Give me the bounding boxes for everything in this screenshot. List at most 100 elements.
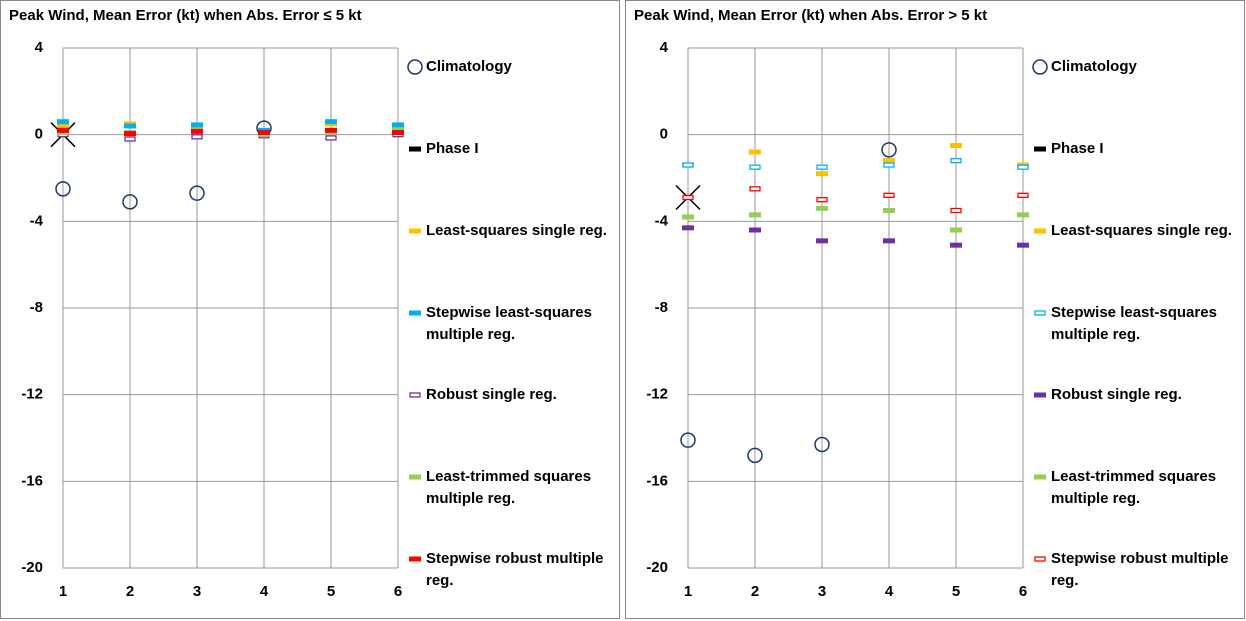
marker-dash bbox=[1034, 556, 1046, 562]
chart: 4 0 -4 -8 -12 -16 -20 1 2 3 4 5 6 bbox=[21, 39, 423, 600]
legend-label: Climatology bbox=[1051, 58, 1137, 75]
marker-dash bbox=[816, 171, 828, 177]
marker-dash bbox=[749, 149, 761, 155]
marker-dash bbox=[409, 556, 421, 562]
chart-panel: 4 0 -4 -8 -12 -16 -20 1 2 3 4 5 6 Peak Wind, Mean Err… bbox=[625, 0, 1245, 619]
marker-dash bbox=[950, 227, 962, 233]
marker-dash bbox=[392, 122, 404, 128]
marker-circle bbox=[407, 59, 423, 75]
marker-dash bbox=[1034, 310, 1046, 316]
legend-label: Least-squares single reg. bbox=[426, 222, 607, 239]
marker-dash bbox=[1034, 228, 1046, 234]
legend-label: Phase I bbox=[426, 140, 479, 157]
y-tick-label: -4 bbox=[655, 212, 669, 229]
x-tick-label: 5 bbox=[952, 583, 960, 600]
marker-dash bbox=[883, 238, 895, 244]
y-tick-label: -16 bbox=[646, 472, 668, 489]
chart-title: Peak Wind, Mean Error (kt) when Abs. Err… bbox=[9, 7, 362, 24]
y-tick-label: -20 bbox=[646, 559, 668, 576]
marker-dash bbox=[392, 130, 404, 135]
marker-dash bbox=[883, 158, 895, 164]
chart-title: Peak Wind, Mean Error (kt) when Abs. Err… bbox=[634, 7, 988, 24]
y-tick-label: 0 bbox=[660, 126, 668, 143]
marker-circle bbox=[1032, 59, 1048, 75]
marker-circle bbox=[55, 181, 71, 197]
legend-label: Stepwise least-squares multiple reg. bbox=[1051, 304, 1217, 343]
marker-dash bbox=[950, 143, 962, 148]
marker-dash bbox=[1017, 164, 1029, 170]
marker-dash bbox=[1034, 474, 1046, 480]
marker-dash bbox=[682, 225, 694, 231]
legend-label: Least-squares single reg. bbox=[1051, 222, 1232, 239]
y-tick-label: -12 bbox=[21, 386, 43, 403]
legend-label: Stepwise robust multiple reg. bbox=[426, 550, 604, 589]
marker-dash bbox=[1017, 212, 1029, 218]
marker-dash bbox=[57, 123, 69, 129]
legend-label: Phase I bbox=[1051, 140, 1104, 157]
marker-dash bbox=[191, 122, 203, 128]
y-tick-label: -16 bbox=[21, 472, 43, 489]
y-tick-label: 4 bbox=[35, 39, 44, 56]
x-tick-label: 5 bbox=[327, 583, 335, 600]
x-tick-label: 6 bbox=[1019, 583, 1027, 600]
marker-dash bbox=[883, 192, 895, 198]
marker-dash bbox=[950, 242, 962, 248]
y-tick-label: 0 bbox=[35, 126, 43, 143]
marker-dash bbox=[409, 310, 421, 316]
marker-dash bbox=[258, 130, 270, 135]
legend-label: Climatology bbox=[426, 58, 512, 75]
y-tick-label: -8 bbox=[655, 299, 668, 316]
marker-circle bbox=[747, 447, 763, 464]
x-tick-label: 3 bbox=[818, 583, 826, 600]
x-tick-label: 2 bbox=[751, 583, 759, 600]
marker-dash bbox=[816, 238, 828, 244]
marker-dash bbox=[325, 135, 337, 141]
x-tick-label: 1 bbox=[684, 583, 692, 600]
marker-dash bbox=[124, 131, 136, 137]
marker-dash bbox=[682, 162, 694, 168]
marker-dash bbox=[816, 164, 828, 170]
marker-circle bbox=[814, 436, 830, 453]
marker-circle bbox=[122, 194, 138, 210]
marker-dash bbox=[409, 392, 421, 398]
marker-circle bbox=[680, 432, 696, 448]
marker-dash bbox=[749, 186, 761, 192]
marker-dash bbox=[1017, 192, 1029, 198]
marker-dash bbox=[124, 136, 136, 142]
y-tick-label: 4 bbox=[660, 39, 669, 56]
marker-dash bbox=[749, 164, 761, 170]
y-tick-label: -12 bbox=[646, 386, 668, 403]
marker-dash bbox=[749, 227, 761, 233]
marker-dash bbox=[409, 228, 421, 234]
x-tick-label: 3 bbox=[193, 583, 201, 600]
legend-label: Least-trimmed squares multiple reg. bbox=[1051, 468, 1217, 507]
marker-dash bbox=[950, 158, 962, 164]
chart-panel: 4 0 -4 -8 -12 -16 -20 1 2 3 4 5 6 Peak Wind, Mean Err… bbox=[0, 0, 620, 619]
y-tick-label: -8 bbox=[30, 299, 43, 316]
marker-dash bbox=[409, 474, 421, 480]
marker-dash bbox=[191, 134, 203, 140]
marker-dash bbox=[1017, 242, 1029, 248]
y-tick-label: -20 bbox=[21, 559, 43, 576]
marker-dash bbox=[57, 127, 69, 133]
chart: 4 0 -4 -8 -12 -16 -20 1 2 3 4 5 6 bbox=[646, 39, 1048, 600]
marker-circle bbox=[881, 142, 897, 158]
y-tick-label: -4 bbox=[30, 212, 44, 229]
marker-dash bbox=[682, 194, 694, 201]
marker-dash bbox=[325, 127, 337, 133]
marker-dash bbox=[1034, 392, 1046, 398]
x-tick-label: 4 bbox=[885, 583, 894, 600]
marker-circle bbox=[189, 185, 205, 201]
marker-dash bbox=[191, 128, 203, 134]
marker-dash bbox=[409, 146, 421, 152]
marker-dash bbox=[816, 197, 828, 203]
legend-label: Robust single reg. bbox=[1051, 386, 1182, 403]
marker-dash bbox=[883, 162, 895, 168]
legend-label: Robust single reg. bbox=[426, 386, 557, 403]
legend-label: Stepwise robust multiple reg. bbox=[1051, 550, 1229, 589]
marker-dash bbox=[57, 119, 69, 125]
x-tick-label: 4 bbox=[260, 583, 269, 600]
marker-dash bbox=[883, 208, 895, 213]
marker-dash bbox=[950, 207, 962, 214]
